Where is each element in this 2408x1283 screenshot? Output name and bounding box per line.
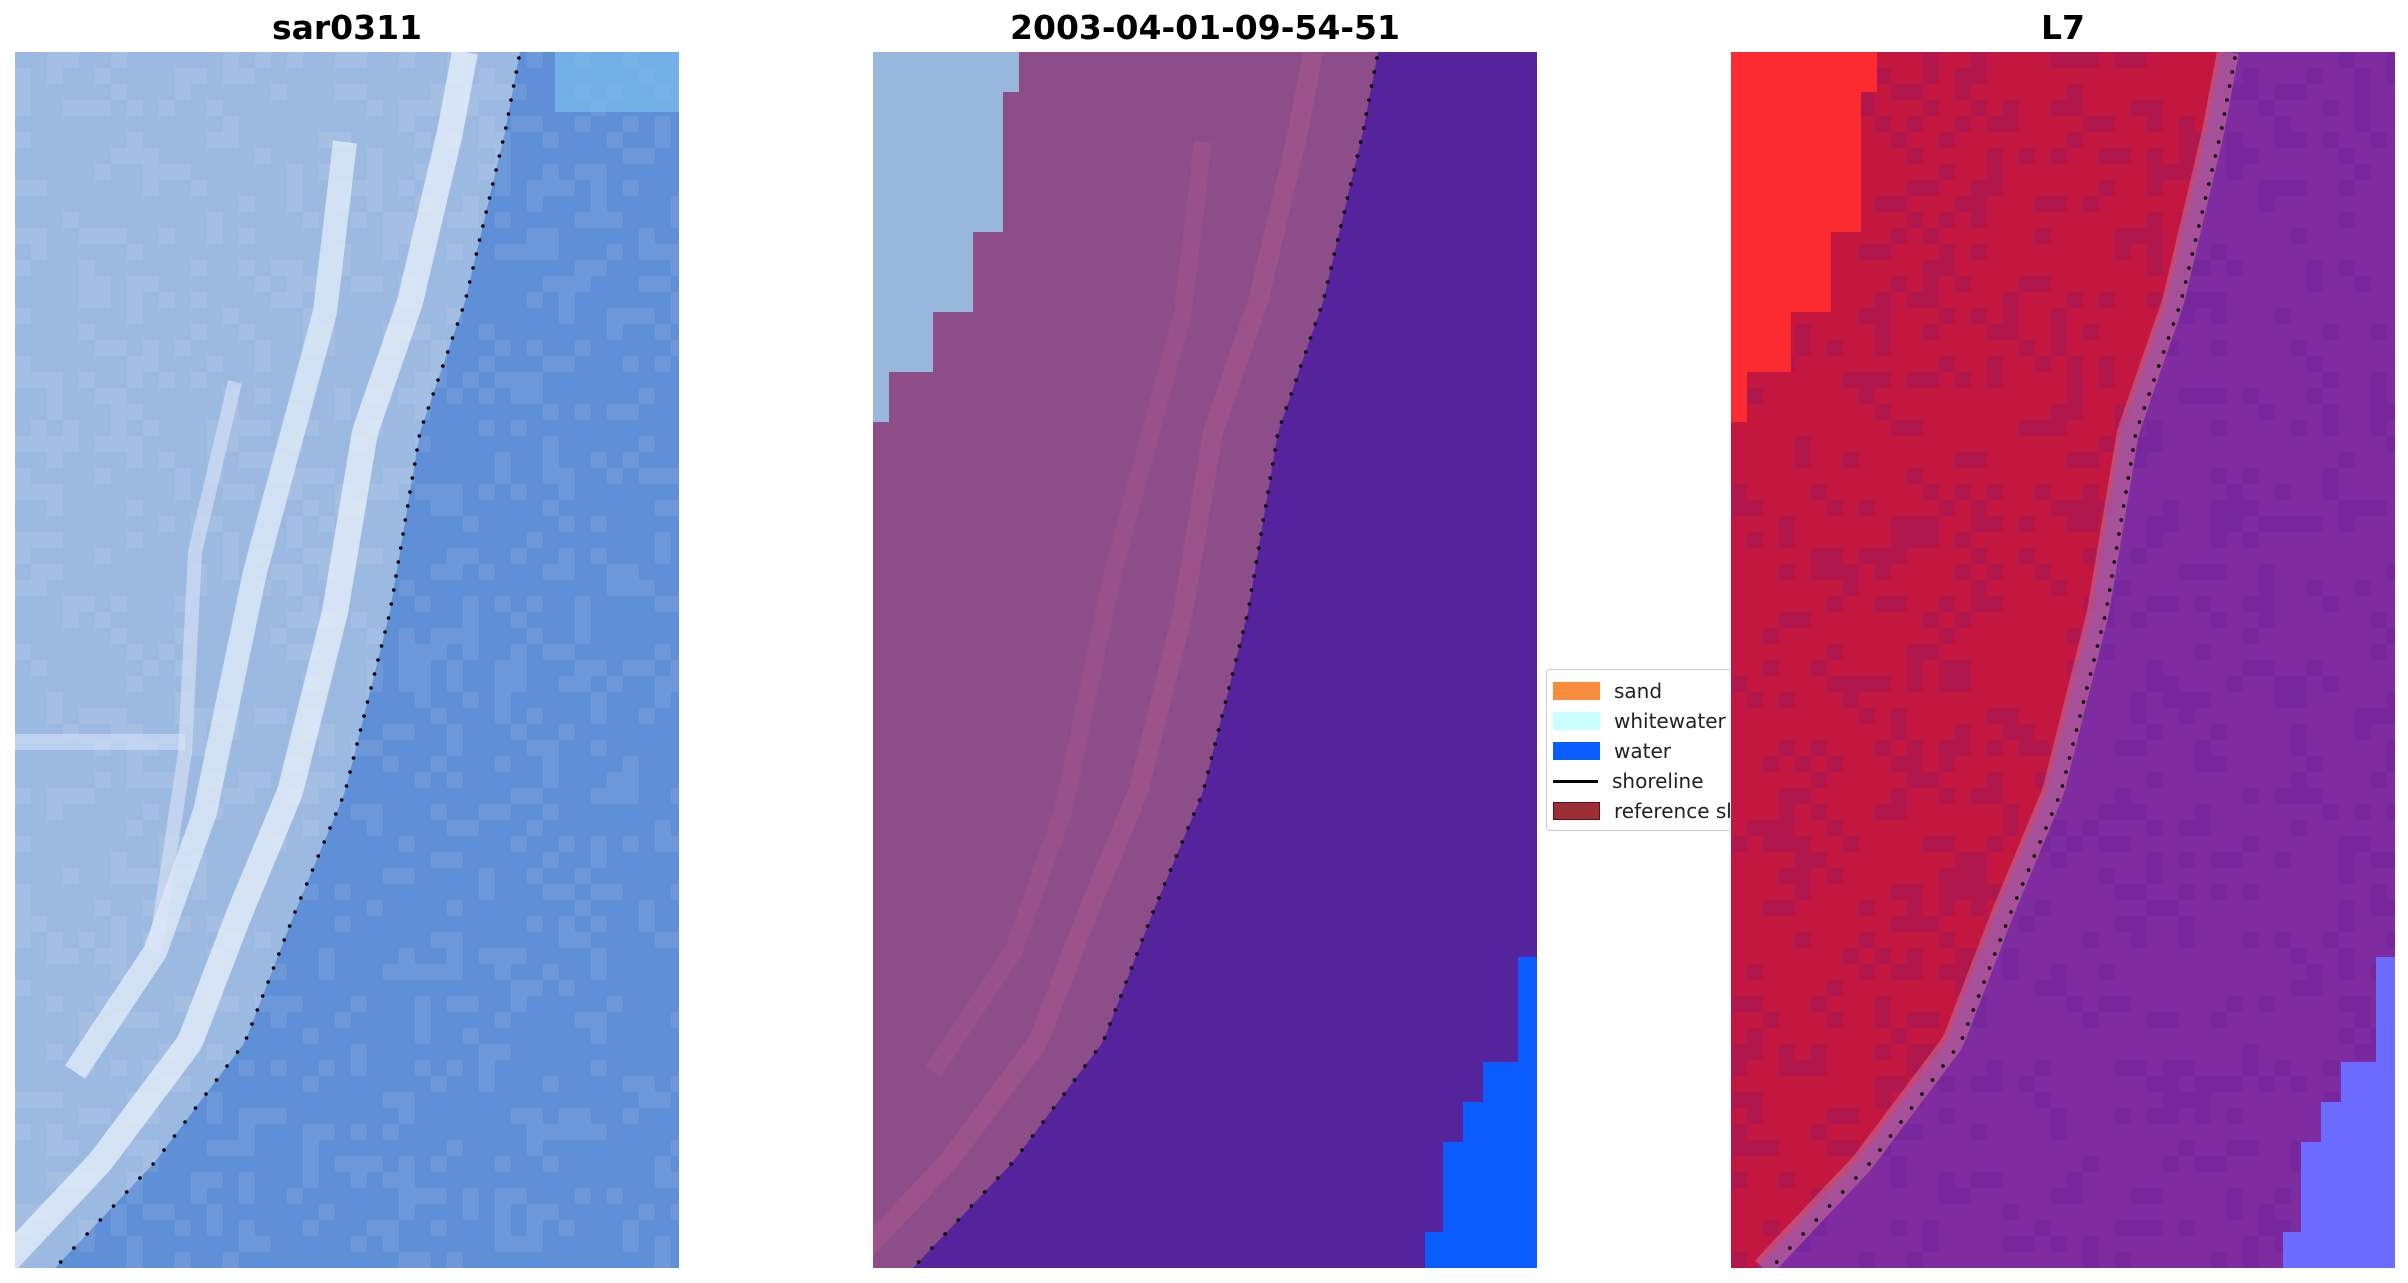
bright-water-patch	[555, 52, 679, 112]
shoreline-dots	[58, 56, 521, 1264]
legend-item-water: water	[1553, 738, 1671, 764]
legend-swatch-sand	[1553, 682, 1600, 700]
water-class-area	[1425, 957, 1537, 1268]
panel-title: L7	[2041, 8, 2085, 47]
panel-mndwi: L7	[1731, 0, 2395, 1283]
bright-area	[1731, 52, 1877, 422]
panel-classified: 2003-04-01-09-54-51	[873, 0, 1537, 1283]
water-class-area	[2283, 957, 2395, 1268]
whitewater-streak	[148, 380, 242, 954]
classified-image-canvas	[873, 52, 1537, 1268]
rgb-image	[15, 52, 679, 1268]
legend-label: whitewater	[1614, 709, 1726, 733]
panel-title: sar0311	[271, 8, 423, 47]
legend-item-shoreline: shoreline	[1553, 768, 1704, 794]
panel-title: 2003-04-01-09-54-51	[1010, 8, 1400, 47]
whitewater-streak	[65, 140, 357, 1079]
shoreline-dots	[1774, 56, 2237, 1264]
mndwi-image-canvas	[1731, 52, 2395, 1268]
transition-band	[1754, 52, 2239, 1268]
whitewater-streak	[15, 52, 478, 1268]
legend-swatch-water	[1553, 742, 1600, 760]
rgb-image-canvas	[15, 52, 679, 1268]
legend-item-sand: sand	[1553, 678, 1662, 704]
legend-swatch-shoreline	[1553, 779, 1598, 783]
legend-swatch-reference-shoreline	[1553, 802, 1600, 820]
legend-label: water	[1614, 739, 1671, 763]
shoreline-dots	[916, 56, 1379, 1264]
land-streak	[873, 52, 1323, 1257]
legend-swatch-whitewater	[1553, 712, 1600, 730]
legend-label: reference shoreline	[1614, 799, 1730, 823]
land-area	[873, 52, 1378, 1268]
land-area	[1731, 52, 2221, 1268]
legend-item-whitewater: whitewater	[1553, 708, 1726, 734]
land-streak	[925, 140, 1212, 1077]
legend-label: shoreline	[1612, 769, 1704, 793]
unclassified-area	[873, 52, 1019, 422]
mndwi-image	[1731, 52, 2395, 1268]
legend-label: sand	[1614, 679, 1663, 703]
legend-item-reference-shoreline: reference shoreline	[1553, 798, 1730, 824]
panel-rgb: sar0311	[15, 0, 679, 1283]
classified-image	[873, 52, 1537, 1268]
legend: sand whitewater water shoreline referenc…	[1546, 669, 1730, 831]
